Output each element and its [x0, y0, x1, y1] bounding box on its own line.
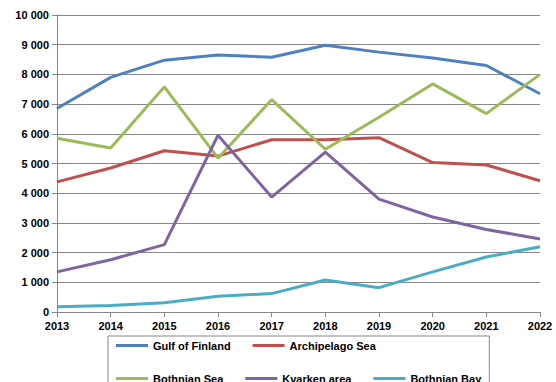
svg-text:Archipelago Sea: Archipelago Sea — [290, 340, 377, 352]
svg-text:2022: 2022 — [528, 320, 552, 332]
svg-text:2013: 2013 — [45, 320, 69, 332]
svg-text:10 000: 10 000 — [15, 9, 49, 21]
svg-text:2016: 2016 — [206, 320, 230, 332]
svg-text:2014: 2014 — [98, 320, 123, 332]
svg-text:9 000: 9 000 — [21, 39, 49, 51]
svg-text:2021: 2021 — [474, 320, 498, 332]
svg-text:4 000: 4 000 — [21, 187, 49, 199]
svg-text:Bothnian Bay: Bothnian Bay — [410, 373, 482, 382]
svg-text:6 000: 6 000 — [21, 128, 49, 140]
svg-text:1 000: 1 000 — [21, 276, 49, 288]
svg-text:Bothnian Sea: Bothnian Sea — [153, 373, 224, 382]
svg-text:8 000: 8 000 — [21, 68, 49, 80]
svg-text:2020: 2020 — [420, 320, 444, 332]
svg-text:7 000: 7 000 — [21, 98, 49, 110]
svg-text:Kvarken area: Kvarken area — [282, 373, 352, 382]
svg-text:0: 0 — [43, 306, 49, 318]
svg-text:Gulf of Finland: Gulf of Finland — [153, 340, 231, 352]
svg-text:2 000: 2 000 — [21, 247, 49, 259]
svg-text:5 000: 5 000 — [21, 158, 49, 170]
svg-text:2019: 2019 — [367, 320, 391, 332]
svg-text:2017: 2017 — [259, 320, 283, 332]
svg-text:3 000: 3 000 — [21, 217, 49, 229]
svg-text:2015: 2015 — [152, 320, 176, 332]
svg-text:2018: 2018 — [313, 320, 337, 332]
